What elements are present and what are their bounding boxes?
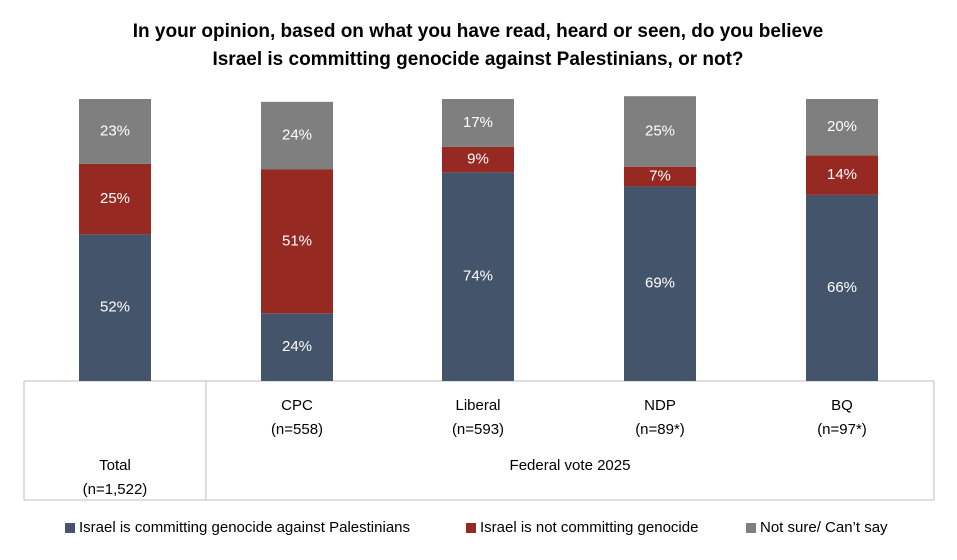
value-label: 9% bbox=[467, 151, 489, 168]
x-tick-sample: (n=593) bbox=[452, 421, 504, 438]
value-label: 14% bbox=[827, 166, 857, 183]
bar-segment bbox=[79, 234, 151, 381]
value-label: 69% bbox=[645, 275, 675, 292]
x-tick-label: NDP bbox=[644, 397, 676, 414]
bar-segment bbox=[624, 186, 696, 381]
bar-segment bbox=[79, 163, 151, 235]
value-label: 25% bbox=[645, 122, 675, 139]
legend-swatch bbox=[746, 523, 756, 533]
group-label: Federal vote 2025 bbox=[510, 457, 631, 474]
value-label: 24% bbox=[282, 127, 312, 144]
legend-swatch bbox=[65, 523, 75, 533]
x-tick-sample: (n=558) bbox=[271, 421, 323, 438]
value-label: 7% bbox=[649, 168, 671, 185]
value-label: 23% bbox=[100, 122, 130, 139]
legend-label: Israel is committing genocide against Pa… bbox=[79, 519, 410, 536]
legend-label: Not sure/ Can’t say bbox=[760, 519, 888, 536]
bar-segment bbox=[624, 166, 696, 187]
value-label: 20% bbox=[827, 118, 857, 135]
bar-segment bbox=[624, 96, 696, 167]
value-label: 25% bbox=[100, 190, 130, 207]
legend-swatch bbox=[466, 523, 476, 533]
value-label: 17% bbox=[463, 114, 493, 131]
value-label: 66% bbox=[827, 279, 857, 296]
bar-segment bbox=[261, 313, 333, 381]
x-tick-sample: (n=1,522) bbox=[83, 481, 148, 498]
bar-segment bbox=[806, 155, 878, 195]
bar-segment bbox=[261, 169, 333, 314]
x-tick-label: Total bbox=[99, 457, 131, 474]
x-tick-label: BQ bbox=[831, 397, 853, 414]
chart-title: Israel is committing genocide against Pa… bbox=[212, 49, 743, 70]
value-label: 74% bbox=[463, 268, 493, 285]
bar-segment bbox=[79, 99, 151, 164]
bar-segment bbox=[261, 101, 333, 170]
bar-segment bbox=[442, 146, 514, 173]
value-label: 24% bbox=[282, 338, 312, 355]
bar-segment bbox=[442, 99, 514, 147]
value-label: 52% bbox=[100, 299, 130, 316]
x-tick-label: CPC bbox=[281, 397, 313, 414]
bar-segment bbox=[806, 99, 878, 156]
x-tick-label: Liberal bbox=[455, 397, 500, 414]
bar-segment bbox=[806, 194, 878, 381]
x-tick-sample: (n=89*) bbox=[635, 421, 685, 438]
chart-title: In your opinion, based on what you have … bbox=[133, 21, 823, 42]
value-label: 51% bbox=[282, 232, 312, 249]
legend-label: Israel is not committing genocide bbox=[480, 519, 698, 536]
bar-segment bbox=[442, 172, 514, 381]
x-tick-sample: (n=97*) bbox=[817, 421, 867, 438]
